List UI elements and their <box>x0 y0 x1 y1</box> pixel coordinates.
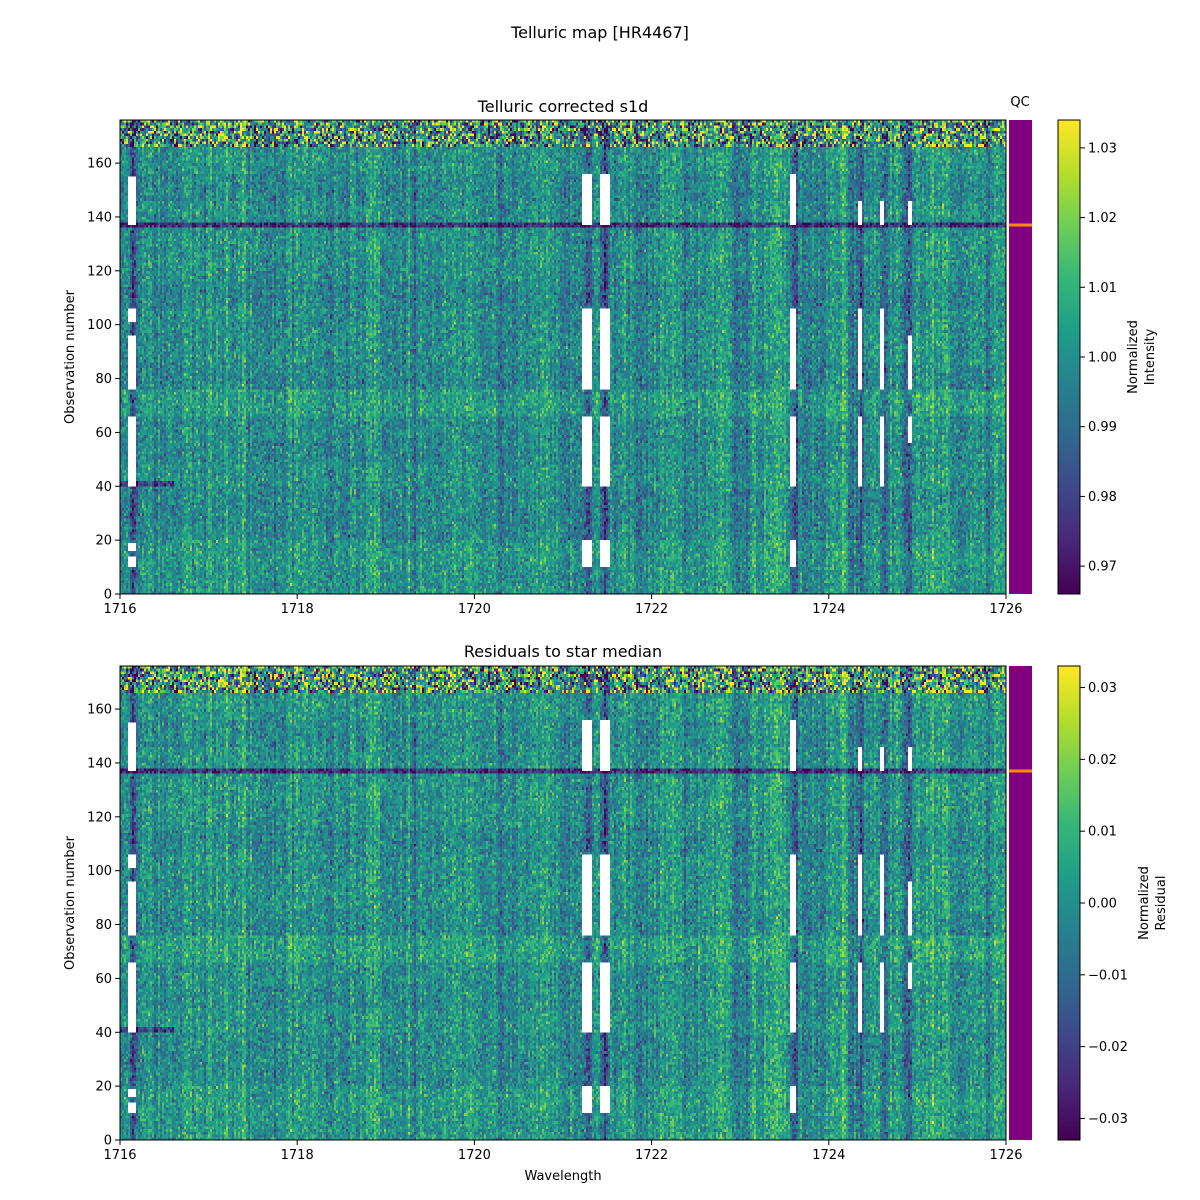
x-tick-label: 1718 <box>281 602 314 617</box>
x-axis: 1716 1718 1720 1722 1724 1726 <box>103 1140 1023 1163</box>
plot-frame <box>119 119 1007 595</box>
y-tick-label: 60 <box>95 426 112 441</box>
x-tick-label: 1720 <box>458 602 491 617</box>
colorbar-ticks: −0.03 −0.02 −0.01 0.00 0.01 0.02 0.03 <box>1080 681 1128 1127</box>
y-tick-label: 140 <box>87 210 112 225</box>
y-tick-label: 160 <box>87 157 112 172</box>
colorbar-image <box>1058 666 1080 1140</box>
qc-fill <box>1009 666 1032 1140</box>
colorbar-label-line2: Intensity <box>1143 328 1158 385</box>
colorbar-label-line2: Residual <box>1154 876 1169 931</box>
y-tick-label: 120 <box>87 264 112 279</box>
x-tick-label: 1726 <box>989 602 1022 617</box>
y-axis: 0 20 40 60 80 100 120 140 160 <box>87 703 120 1149</box>
qc-strip <box>1009 120 1032 594</box>
x-tick-label: 1726 <box>989 1148 1022 1163</box>
x-tick-label: 1720 <box>458 1148 491 1163</box>
y-axis-label: Observation number <box>63 835 78 970</box>
colorbar-tick-label: 0.02 <box>1088 753 1117 768</box>
x-tick-label: 1724 <box>812 602 845 617</box>
colorbar-tick-label: 0.01 <box>1088 825 1117 840</box>
y-tick-label: 60 <box>95 972 112 987</box>
colorbar-label-line1: Normalized <box>1137 866 1152 940</box>
y-tick-label: 80 <box>95 372 112 387</box>
y-tick-label: 20 <box>95 1080 112 1095</box>
x-tick-label: 1722 <box>635 602 668 617</box>
x-axis-label: Wavelength <box>524 1169 601 1184</box>
colorbar-tick-label: −0.01 <box>1088 968 1128 983</box>
y-tick-label: 40 <box>95 1026 112 1041</box>
colorbar-tick-label: 1.01 <box>1088 281 1117 296</box>
y-tick-label: 100 <box>87 318 112 333</box>
colorbar-tick-label: 0.00 <box>1088 897 1117 912</box>
x-axis: 1716 1718 1720 1722 1724 1726 <box>103 594 1023 617</box>
colorbar-tick-label: 1.02 <box>1088 211 1117 226</box>
colorbar-label-line1: Normalized <box>1126 320 1141 394</box>
colorbar-ticks: 0.97 0.98 0.99 1.00 1.01 1.02 1.03 <box>1080 141 1117 575</box>
y-tick-label: 160 <box>87 703 112 718</box>
y-axis-label: Observation number <box>63 289 78 424</box>
y-axis: 0 20 40 60 80 100 120 140 160 <box>87 157 120 603</box>
y-tick-label: 20 <box>95 534 112 549</box>
panel-title: Residuals to star median <box>464 642 662 661</box>
x-tick-label: 1722 <box>635 1148 668 1163</box>
colorbar-tick-label: −0.03 <box>1088 1112 1128 1127</box>
colorbar-tick-label: 0.99 <box>1088 420 1117 435</box>
y-tick-label: 80 <box>95 918 112 933</box>
y-tick-label: 140 <box>87 756 112 771</box>
colorbar-tick-label: 0.97 <box>1088 560 1117 575</box>
x-tick-label: 1716 <box>103 1148 136 1163</box>
panel-residuals: Residuals to star median 1716 1718 1720 172… <box>63 642 1169 1184</box>
qc-strip <box>1009 666 1032 1140</box>
heatmap-image <box>120 120 1006 594</box>
y-tick-label: 0 <box>104 588 112 603</box>
colorbar-image <box>1058 120 1080 594</box>
colorbar-tick-label: 1.03 <box>1088 141 1117 156</box>
x-tick-label: 1718 <box>281 1148 314 1163</box>
y-tick-label: 120 <box>87 810 112 825</box>
y-tick-label: 100 <box>87 864 112 879</box>
colorbar-tick-label: 1.00 <box>1088 351 1117 366</box>
colorbar-tick-label: 0.03 <box>1088 681 1117 696</box>
colorbar-tick-label: −0.02 <box>1088 1040 1128 1055</box>
heatmap-image <box>120 666 1006 1140</box>
x-tick-label: 1716 <box>103 602 136 617</box>
panel-title: Telluric corrected s1d <box>477 97 649 116</box>
figure-title: Telluric map [HR4467] <box>510 23 689 42</box>
colorbar-tick-label: 0.98 <box>1088 490 1117 505</box>
qc-label: QC <box>1010 95 1029 110</box>
y-tick-label: 0 <box>104 1134 112 1149</box>
panel-telluric-corrected: Telluric corrected s1d 1716 1718 1720 1722 1… <box>63 95 1158 617</box>
plot-frame <box>119 665 1007 1141</box>
x-tick-label: 1724 <box>812 1148 845 1163</box>
qc-fill <box>1009 120 1032 594</box>
y-tick-label: 40 <box>95 480 112 495</box>
